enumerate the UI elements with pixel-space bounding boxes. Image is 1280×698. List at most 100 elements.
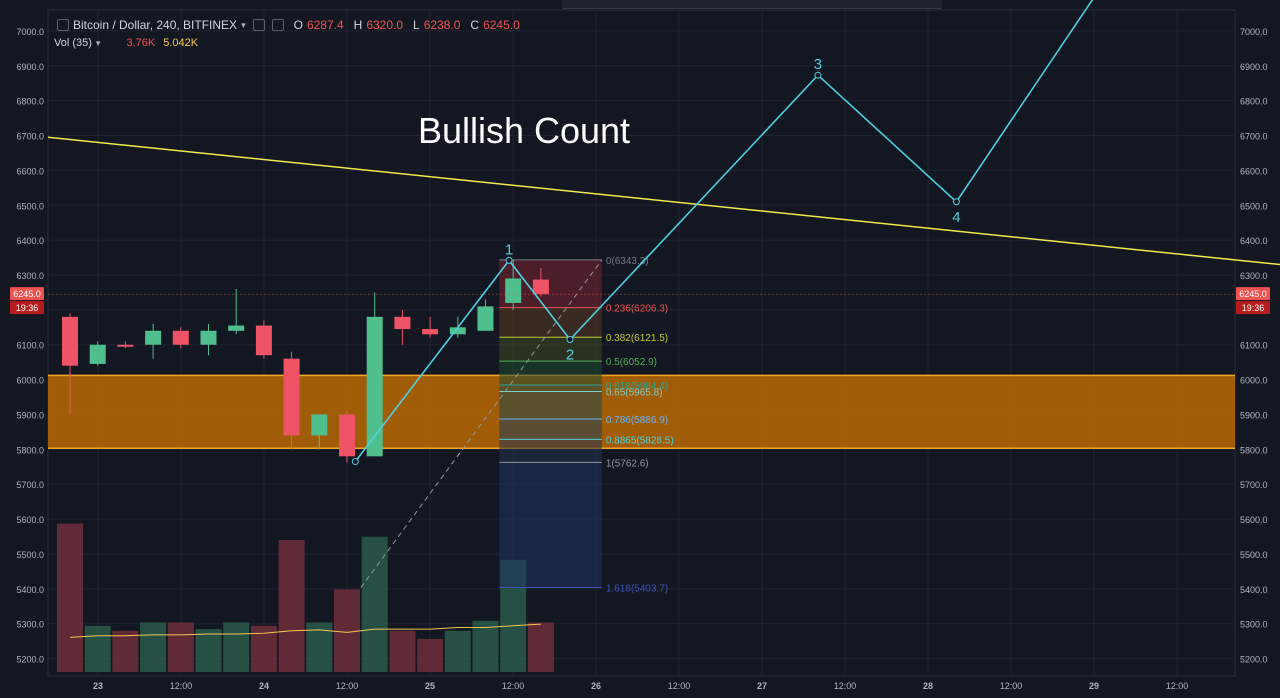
volume-bar: [444, 630, 471, 672]
fib-zone: [499, 391, 602, 420]
y-tick-label-left: 6800.0: [16, 97, 44, 107]
y-tick-label-left: 5500.0: [16, 550, 44, 560]
y-tick-label-right: 6600.0: [1240, 166, 1268, 176]
candle-body: [62, 316, 78, 366]
fib-level-label: 0.8865(5828.5): [606, 435, 674, 446]
y-tick-label-right: 5400.0: [1240, 585, 1268, 595]
fib-level-label: 1(5762.6): [606, 458, 649, 469]
x-tick-label: 12:00: [668, 681, 691, 691]
candle-body: [366, 316, 383, 457]
candle-body: [449, 327, 466, 335]
x-tick-label: 12:00: [834, 681, 857, 691]
y-tick-label-right: 6500.0: [1240, 201, 1268, 211]
fib-level-label: 1.618(5403.7): [606, 584, 668, 595]
price-badge: [10, 287, 44, 301]
chart-title: Bullish Count: [418, 110, 630, 151]
y-tick-label-left: 5800.0: [16, 445, 44, 455]
fib-level-label: 0(6343.3): [606, 256, 649, 267]
y-tick-label-left: 6900.0: [16, 62, 44, 72]
candle-body: [172, 330, 189, 345]
wave-point: [566, 336, 574, 344]
volume-bar: [527, 622, 554, 672]
fib-zone: [499, 337, 602, 362]
candle-body: [145, 330, 162, 345]
wave-point: [505, 256, 513, 264]
y-tick-label-right: 5900.0: [1240, 410, 1268, 420]
candle-body: [422, 329, 439, 335]
y-tick-label-left: 6600.0: [16, 166, 44, 176]
fib-zone: [499, 385, 602, 392]
volume-bar: [417, 639, 444, 672]
price-badge: [1236, 287, 1270, 301]
y-tick-label-left: 5700.0: [16, 480, 44, 490]
toolbar-strip: [562, 0, 942, 9]
fib-zone: [499, 439, 602, 463]
candle-body: [255, 325, 272, 356]
fib-level-label: 0.65(5965.8): [606, 388, 663, 399]
x-tick-label: 28: [923, 681, 933, 691]
time-badge-label: 19:36: [16, 303, 39, 313]
wave-point: [351, 458, 359, 466]
volume-label[interactable]: Vol (35): [54, 37, 92, 49]
candle-body: [394, 316, 411, 330]
y-tick-label-right: 5300.0: [1240, 620, 1268, 630]
low-label: L: [413, 18, 420, 32]
fib-zone: [499, 361, 602, 386]
fib-trend-dashed: [360, 259, 603, 588]
fib-zone: [499, 307, 602, 338]
candle-body: [505, 278, 522, 303]
collapse-icon[interactable]: [57, 19, 69, 31]
y-tick-label-right: 7000.0: [1240, 27, 1268, 37]
x-tick-label: 25: [425, 681, 435, 691]
wave-point: [952, 198, 960, 206]
volume-value: 3.76K: [126, 37, 156, 49]
symbol-name[interactable]: Bitcoin / Dollar, 240, BITFINEX: [73, 18, 238, 32]
y-tick-label-right: 6300.0: [1240, 271, 1268, 281]
y-tick-label-left: 5400.0: [16, 585, 44, 595]
candle-body: [283, 358, 300, 436]
y-tick-label-left: 5200.0: [16, 655, 44, 665]
fib-zone: [499, 419, 602, 440]
volume-bar: [84, 625, 111, 672]
wave-label: 3: [814, 56, 822, 73]
chevron-down-icon[interactable]: ▾: [95, 37, 101, 48]
y-tick-label-left: 5300.0: [16, 620, 44, 630]
high-value: 6320.0: [366, 18, 404, 32]
y-tick-label-left: 6500.0: [16, 201, 44, 211]
volume-bar: [57, 523, 83, 672]
x-tick-label: 24: [259, 681, 269, 691]
y-tick-label-left: 5900.0: [16, 410, 44, 420]
open-label: O: [293, 18, 303, 32]
volume-legend: Vol (35) ▾ 3.76K 5.042K: [54, 37, 198, 49]
y-tick-label-right: 6900.0: [1240, 62, 1268, 72]
y-tick-label-left: 5600.0: [16, 515, 44, 525]
y-tick-label-right: 6700.0: [1240, 132, 1268, 142]
y-tick-label-right: 5800.0: [1240, 445, 1268, 455]
wave-label: 4: [952, 209, 960, 226]
close-label: C: [470, 18, 480, 32]
open-value: 6287.4: [306, 18, 344, 32]
y-tick-label-right: 6000.0: [1240, 376, 1268, 386]
candle-body: [117, 344, 134, 347]
x-tick-label: 12:00: [1166, 681, 1189, 691]
chevron-down-icon[interactable]: ▾: [241, 19, 246, 30]
wave-path: [354, 0, 1094, 463]
y-tick-label-right: 6800.0: [1240, 97, 1268, 107]
x-tick-label: 12:00: [1000, 681, 1023, 691]
fib-level-label: 0.382(6121.5): [606, 333, 668, 344]
y-tick-label-left: 6700.0: [16, 132, 44, 142]
wave-label: 2: [566, 347, 574, 364]
settings-icon[interactable]: [271, 19, 284, 31]
eye-icon[interactable]: [252, 19, 265, 31]
y-tick-label-right: 6400.0: [1240, 236, 1268, 246]
y-tick-label-right: 5600.0: [1240, 515, 1268, 525]
fib-level-label: 0.236(6206.3): [606, 304, 668, 315]
close-value: 6245.0: [483, 18, 520, 32]
x-tick-label: 27: [757, 681, 767, 691]
fib-level-label: 0.786(5886.9): [606, 415, 668, 426]
price-badge-label: 6245.0: [1239, 289, 1267, 299]
candle-body: [532, 279, 549, 295]
x-tick-label: 12:00: [502, 681, 525, 691]
high-label: H: [353, 18, 363, 32]
